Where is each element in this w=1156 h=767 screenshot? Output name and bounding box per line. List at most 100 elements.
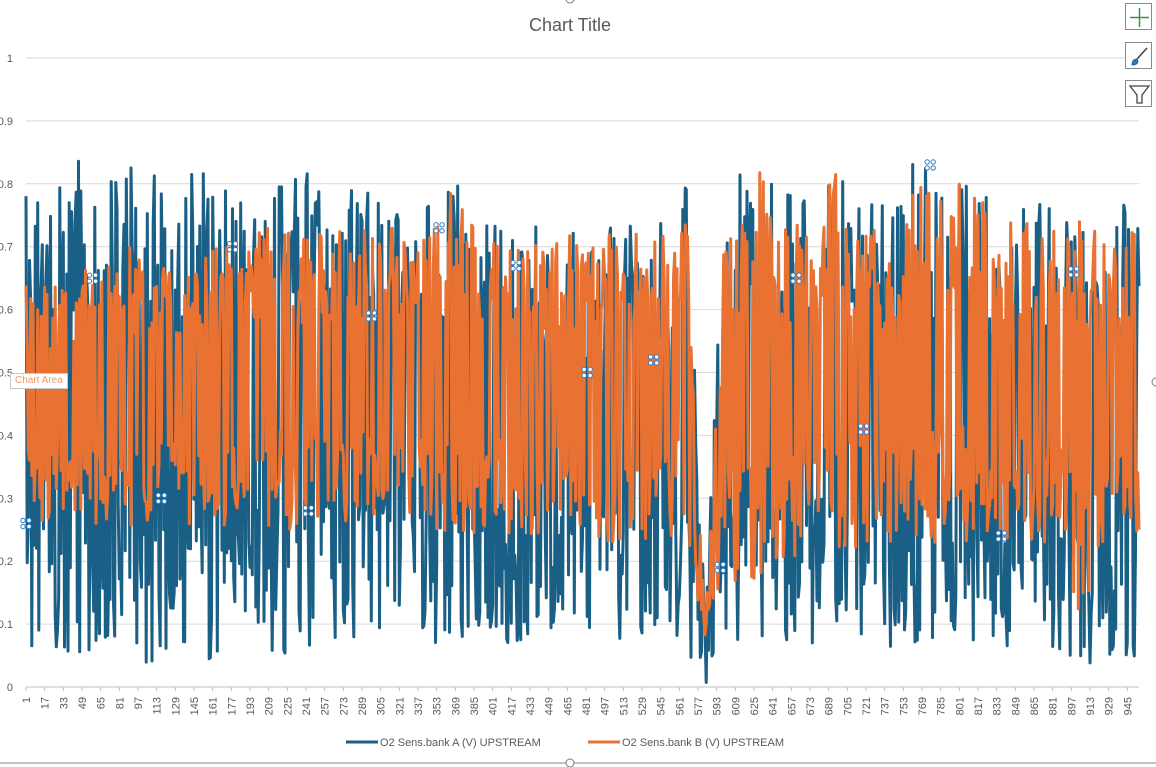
x-tick-label: 737 (880, 697, 892, 715)
x-tick-label: 641 (768, 697, 780, 715)
selection-handle (995, 530, 1002, 536)
selection-handle (587, 366, 593, 373)
funnel-icon (1128, 85, 1151, 104)
selection-handle (510, 259, 516, 266)
x-tick-label: 321 (394, 697, 406, 715)
x-tick-label: 193 (245, 697, 257, 715)
selection-handle (433, 228, 439, 234)
y-tick-label: 0.1 (0, 619, 13, 631)
selection-handle (26, 523, 32, 530)
selection-handle (92, 272, 99, 278)
selection-handle (371, 310, 378, 316)
x-tick-label: 145 (189, 697, 201, 715)
x-tick-label: 273 (338, 697, 350, 715)
selection-handle (924, 159, 930, 165)
selection-handle (226, 247, 233, 253)
selection-handle (924, 165, 930, 171)
chart-styles-button[interactable] (1125, 42, 1152, 69)
x-tick-label: 113 (152, 697, 164, 715)
selection-handle (581, 372, 587, 379)
selection-handle (155, 492, 162, 498)
selection-handle (714, 567, 720, 574)
x-tick-label: 817 (973, 697, 985, 715)
chart-filters-button[interactable] (1125, 80, 1152, 107)
selection-handle (161, 498, 168, 504)
x-tick-label: 705 (842, 697, 854, 715)
chart-area-tooltip: Chart Area (10, 373, 68, 389)
x-tick-label: 465 (562, 697, 574, 715)
selection-handle (796, 278, 802, 284)
selection-handle (720, 567, 726, 574)
x-tick-label: 929 (1104, 697, 1116, 715)
selection-handle (20, 517, 26, 524)
x-tick-label: 721 (861, 697, 873, 715)
chart-title[interactable]: Chart Title (529, 15, 611, 35)
selection-handle (308, 505, 315, 511)
y-tick-label: 0.4 (0, 430, 13, 442)
selection-handle (1067, 272, 1074, 278)
x-tick-label: 241 (301, 697, 313, 715)
selection-handle (92, 278, 99, 284)
selection-handle (581, 366, 587, 373)
y-tick-label: 0.5 (0, 368, 13, 380)
resize-handle-bottom[interactable] (565, 758, 575, 767)
x-tick-label: 881 (1048, 697, 1060, 715)
selection-handle (516, 265, 522, 272)
x-tick-label: 1 (21, 697, 33, 703)
plot-area[interactable] (24, 159, 1141, 684)
x-tick-label: 289 (357, 697, 369, 715)
x-tick-label: 689 (824, 697, 836, 715)
selection-handle (714, 561, 720, 568)
y-tick-label: 1 (7, 53, 13, 65)
resize-handle-top[interactable] (565, 0, 575, 4)
selection-handle (302, 505, 309, 511)
selection-handle (20, 523, 26, 530)
x-tick-label: 577 (693, 697, 705, 715)
selection-handle (86, 278, 93, 284)
selection-handle (302, 511, 309, 517)
selection-handle (857, 423, 864, 429)
x-tick-label: 545 (656, 697, 668, 715)
selection-handle (1067, 266, 1074, 272)
selection-handle (1001, 536, 1008, 542)
selection-handle (308, 511, 315, 517)
x-axis-ticks: 1 17 33 49 65 81 97 113 129 145 161 177 193 209 225 241… (21, 687, 1134, 715)
x-tick-label: 897 (1066, 697, 1078, 715)
x-tick-label: 593 (712, 697, 724, 715)
selection-handle (161, 492, 168, 498)
x-tick-label: 609 (730, 697, 742, 715)
x-tick-label: 225 (282, 697, 294, 715)
y-axis-ticks: 0 0.1 0.2 0.3 0.4 0.5 0.6 0.7 0.8 0.9 1 (0, 53, 13, 694)
x-tick-label: 209 (264, 697, 276, 715)
selection-handle (653, 360, 660, 366)
x-tick-label: 785 (936, 697, 948, 715)
selection-handle (1001, 530, 1008, 536)
legend[interactable]: O2 Sens.bank A (V) UPSTREAM O2 Sens.bank … (346, 737, 784, 749)
x-tick-label: 129 (170, 697, 182, 715)
x-tick-label: 337 (413, 697, 425, 715)
resize-handle-right[interactable] (1151, 377, 1156, 387)
selection-handle (433, 222, 439, 228)
selection-handle (26, 517, 32, 524)
selection-handle (155, 498, 162, 504)
selection-handle (647, 354, 654, 360)
legend-entry-label: O2 Sens.bank A (V) UPSTREAM (380, 737, 541, 749)
selection-handle (371, 316, 378, 322)
x-tick-label: 369 (450, 697, 462, 715)
x-tick-label: 513 (618, 697, 630, 715)
x-tick-label: 497 (600, 697, 612, 715)
y-tick-label: 0 (7, 682, 13, 694)
chart-elements-button[interactable] (1125, 3, 1152, 30)
x-tick-label: 673 (805, 697, 817, 715)
selection-handle (857, 429, 864, 435)
selection-handle (720, 561, 726, 568)
selection-handle (930, 165, 936, 171)
x-tick-label: 801 (954, 697, 966, 715)
selection-handle (796, 272, 802, 278)
series-markers (20, 159, 1080, 574)
series-line (24, 171, 1141, 637)
x-tick-label: 449 (544, 697, 556, 715)
x-tick-label: 481 (581, 697, 593, 715)
selection-handle (790, 272, 796, 278)
